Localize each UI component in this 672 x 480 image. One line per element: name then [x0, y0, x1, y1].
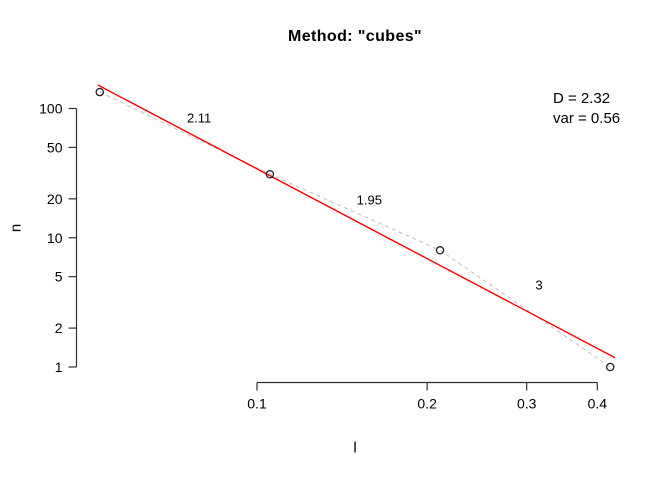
fit-dimension-value: D = 2.32 [553, 90, 611, 107]
y-tick-label: 2 [55, 320, 63, 336]
segment-slope-label: 2.11 [187, 111, 211, 126]
y-axis-label: n [7, 223, 25, 233]
x-tick-label: 0.3 [517, 396, 537, 412]
y-tick-label: 50 [47, 139, 63, 155]
x-tick-label: 0.2 [417, 396, 437, 412]
regression-line [97, 84, 616, 359]
plot-title: Method: "cubes" [287, 28, 423, 45]
x-tick-label: 0.4 [588, 396, 608, 412]
fit-stats: D = 2.32 var = 0.56 [553, 89, 620, 129]
segment-slope-label: 3 [535, 277, 542, 292]
y-tick-label: 1 [55, 359, 63, 375]
y-tick-label: 100 [39, 101, 63, 117]
data-polyline [99, 91, 611, 368]
data-point [95, 87, 105, 97]
y-tick-label: 10 [47, 230, 63, 246]
fit-variance-value: var = 0.56 [553, 110, 621, 127]
y-tick-label: 5 [55, 269, 63, 285]
x-tick-label: 0.1 [247, 396, 267, 412]
data-point [265, 169, 275, 179]
y-tick-label: 20 [47, 191, 63, 207]
data-point [435, 246, 445, 255]
segment-slope-label: 1.95 [357, 192, 382, 207]
x-axis-label: l [353, 439, 357, 457]
data-point [605, 362, 615, 372]
